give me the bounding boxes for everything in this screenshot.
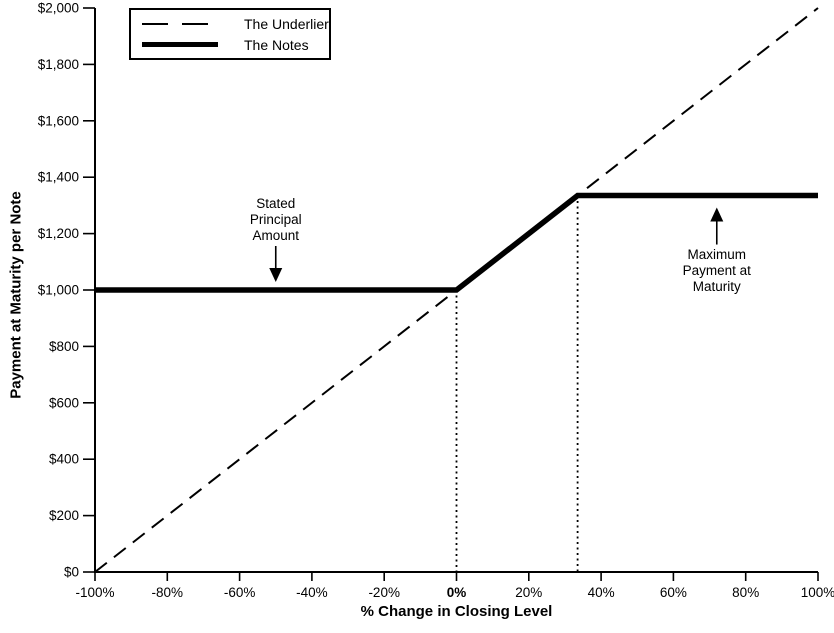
annotation-text-line: Stated <box>256 196 296 211</box>
svg-text:$600: $600 <box>49 395 79 410</box>
svg-text:100%: 100% <box>801 585 834 600</box>
svg-text:$2,000: $2,000 <box>38 1 79 16</box>
thick-line-sample-icon <box>142 42 218 47</box>
svg-text:0%: 0% <box>447 585 467 600</box>
legend-item-underlier: The Underlier <box>142 16 329 32</box>
annotation-text-line: Maximum <box>687 246 747 262</box>
annotation-text-line: Payment at <box>682 262 751 278</box>
legend-label-notes: The Notes <box>244 36 309 53</box>
svg-text:$0: $0 <box>64 565 79 580</box>
annotation-text-line: Principal <box>249 212 302 227</box>
svg-text:-40%: -40% <box>296 585 328 600</box>
svg-text:$1,400: $1,400 <box>38 170 79 185</box>
stated-principal-annotation: Stated Principal Amount <box>211 196 341 244</box>
chart-legend: The Underlier The Notes <box>129 8 331 60</box>
svg-text:80%: 80% <box>732 585 759 600</box>
svg-text:-20%: -20% <box>368 585 400 600</box>
svg-text:40%: 40% <box>588 585 615 600</box>
annotation-text-line: Amount <box>252 228 300 243</box>
svg-text:-60%: -60% <box>224 585 256 600</box>
svg-text:-80%: -80% <box>152 585 184 600</box>
legend-label-underlier: The Underlier <box>244 15 329 32</box>
svg-text:20%: 20% <box>515 585 542 600</box>
svg-text:$400: $400 <box>49 452 79 467</box>
maximum-payment-annotation: Maximum Payment at Maturity <box>652 247 782 295</box>
x-axis-title: % Change in Closing Level <box>360 603 553 620</box>
svg-text:$1,800: $1,800 <box>38 57 79 72</box>
legend-item-notes: The Notes <box>142 36 321 53</box>
svg-text:60%: 60% <box>660 585 687 600</box>
annotation-text-line: Maturity <box>692 278 741 294</box>
svg-text:-100%: -100% <box>75 585 114 600</box>
svg-text:$800: $800 <box>49 339 79 354</box>
svg-text:$1,600: $1,600 <box>38 113 79 128</box>
y-axis-title: Payment at Maturity per Note <box>7 191 25 399</box>
dashed-line-sample-icon <box>142 22 218 25</box>
svg-text:$200: $200 <box>49 508 79 523</box>
svg-text:$1,000: $1,000 <box>38 283 79 298</box>
svg-text:$1,200: $1,200 <box>38 226 79 241</box>
